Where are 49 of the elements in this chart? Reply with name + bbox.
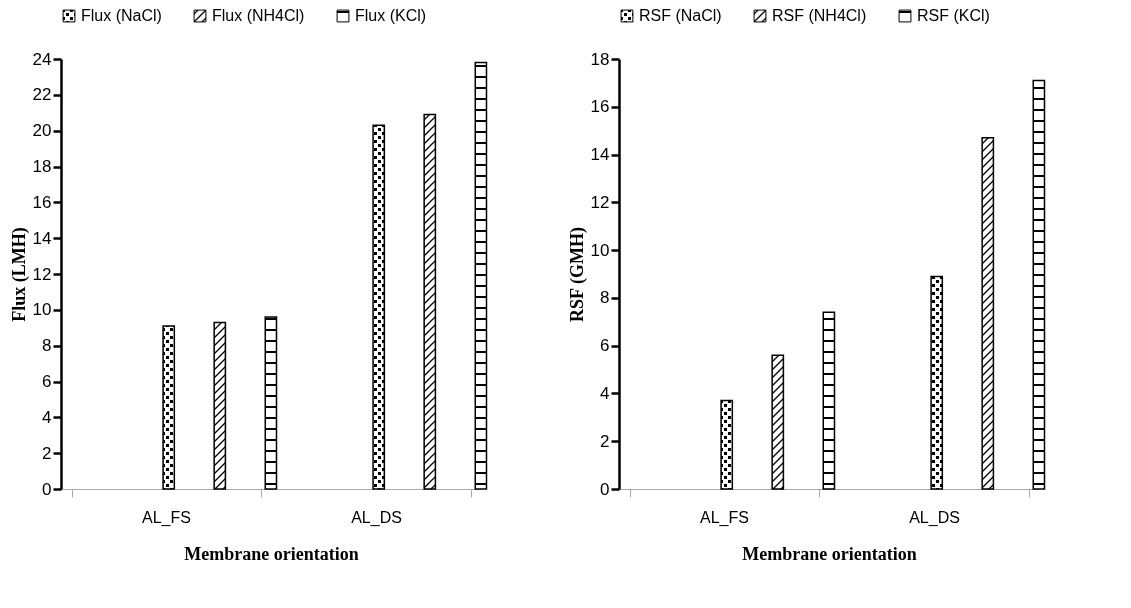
y-tick-label: 2 — [42, 443, 52, 463]
y-tick-label: 16 — [32, 192, 52, 212]
legend-label: RSF (KCl) — [917, 7, 990, 24]
x-axis-title: Membrane orientation — [742, 543, 917, 564]
y-tick-label: 8 — [600, 288, 610, 308]
y-axis-title: RSF (GMH) — [566, 227, 588, 322]
bar — [1032, 79, 1046, 490]
x-tick-label: AL_DS — [351, 508, 402, 527]
bar — [213, 321, 227, 490]
y-tick-label: 14 — [590, 145, 610, 165]
x-tick-label: AL_FS — [142, 508, 191, 527]
y-tick-label: 14 — [32, 228, 52, 248]
bar — [930, 275, 944, 490]
y-tick-label: 24 — [32, 49, 52, 69]
bar — [474, 61, 488, 490]
bar — [771, 354, 785, 490]
y-tick-label: 12 — [590, 192, 610, 212]
bar — [822, 311, 836, 490]
y-tick-label: 4 — [42, 407, 52, 427]
y-tick-label: 0 — [600, 479, 610, 499]
bar — [720, 399, 734, 490]
legend-label: RSF (NH4Cl) — [772, 7, 867, 24]
y-tick-label: 6 — [600, 336, 610, 356]
legend-label: Flux (NH4Cl) — [212, 7, 305, 24]
y-tick-label: 10 — [32, 300, 52, 320]
y-tick-label: 18 — [32, 157, 52, 176]
x-tick-label: AL_FS — [700, 508, 749, 527]
legend-label: Flux (NaCl) — [81, 7, 162, 24]
legend-label: RSF (NaCl) — [639, 7, 722, 24]
y-tick-label: 22 — [32, 85, 52, 105]
y-tick-label: 20 — [32, 121, 52, 141]
y-axis-title: Flux (LMH) — [8, 227, 30, 322]
bar — [162, 325, 176, 490]
bar — [423, 113, 437, 490]
y-tick-label: 8 — [42, 336, 52, 356]
bar — [264, 316, 278, 490]
y-tick-label: 12 — [32, 264, 52, 284]
x-tick-label: AL_DS — [909, 508, 960, 527]
bar — [372, 124, 386, 490]
legend-label: Flux (KCl) — [355, 7, 427, 24]
y-tick-label: 6 — [42, 372, 52, 391]
y-tick-label: 2 — [600, 431, 610, 451]
x-axis-title: Membrane orientation — [184, 543, 359, 564]
y-tick-label: 0 — [42, 479, 52, 499]
y-tick-label: 16 — [590, 97, 610, 117]
y-tick-label: 4 — [600, 383, 610, 403]
bar — [981, 137, 995, 490]
y-tick-label: 18 — [590, 49, 610, 69]
y-tick-label: 10 — [590, 240, 610, 260]
